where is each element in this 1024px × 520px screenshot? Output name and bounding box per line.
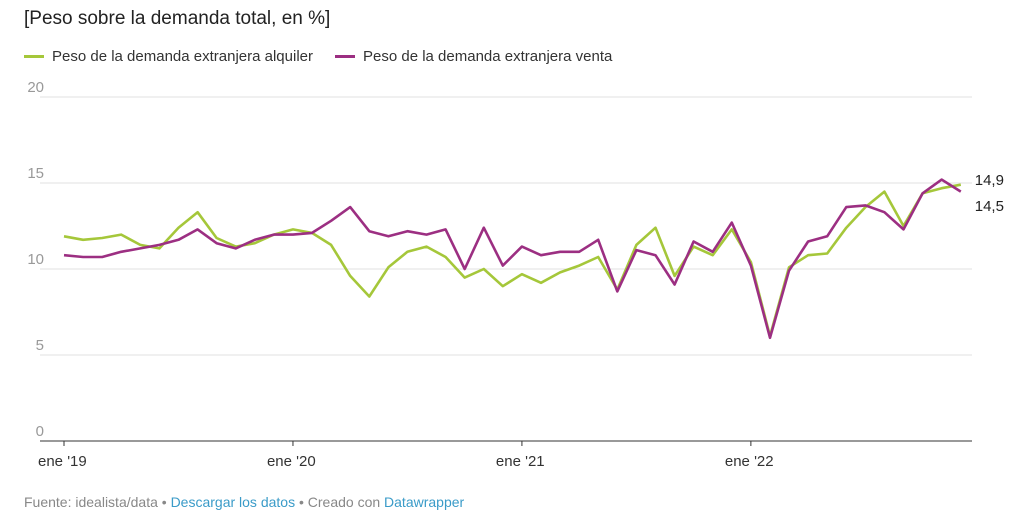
end-label-alquiler: 14,9	[975, 172, 1004, 189]
legend-label-venta: Peso de la demanda extranjera venta	[363, 48, 613, 65]
series-line-alquiler	[63, 183, 962, 338]
x-tick-label: ene '21	[496, 453, 545, 470]
y-tick-label: 5	[36, 337, 44, 354]
datawrapper-link[interactable]: Datawrapper	[384, 494, 465, 510]
chart-title: [Peso sobre la demanda total, en %]	[24, 8, 331, 29]
end-label-venta: 14,5	[975, 198, 1004, 215]
y-tick-label: 10	[27, 251, 44, 268]
y-tick-label: 20	[27, 79, 44, 96]
legend: Peso de la demanda extranjera alquiler P…	[24, 48, 612, 65]
x-tick-label: ene '19	[38, 453, 87, 470]
download-data-link[interactable]: Descargar los datos	[170, 494, 296, 510]
legend-swatch-alquiler	[24, 55, 44, 58]
series-line-venta	[63, 178, 962, 340]
footer-source: Fuente: idealista/data	[24, 494, 158, 510]
legend-item-venta: Peso de la demanda extranjera venta	[335, 48, 612, 65]
x-tick-label: ene '22	[725, 453, 774, 470]
legend-label-alquiler: Peso de la demanda extranjera alquiler	[52, 48, 313, 65]
footer-sep: •	[157, 494, 171, 510]
y-tick-label: 0	[36, 423, 44, 440]
legend-item-alquiler: Peso de la demanda extranjera alquiler	[24, 48, 313, 65]
footer: Fuente: idealista/data • Descargar los d…	[24, 494, 464, 510]
legend-swatch-venta	[335, 55, 355, 58]
footer-created-with: • Creado con	[295, 494, 385, 510]
x-tick-label: ene '20	[267, 453, 316, 470]
y-tick-label: 15	[27, 165, 44, 182]
